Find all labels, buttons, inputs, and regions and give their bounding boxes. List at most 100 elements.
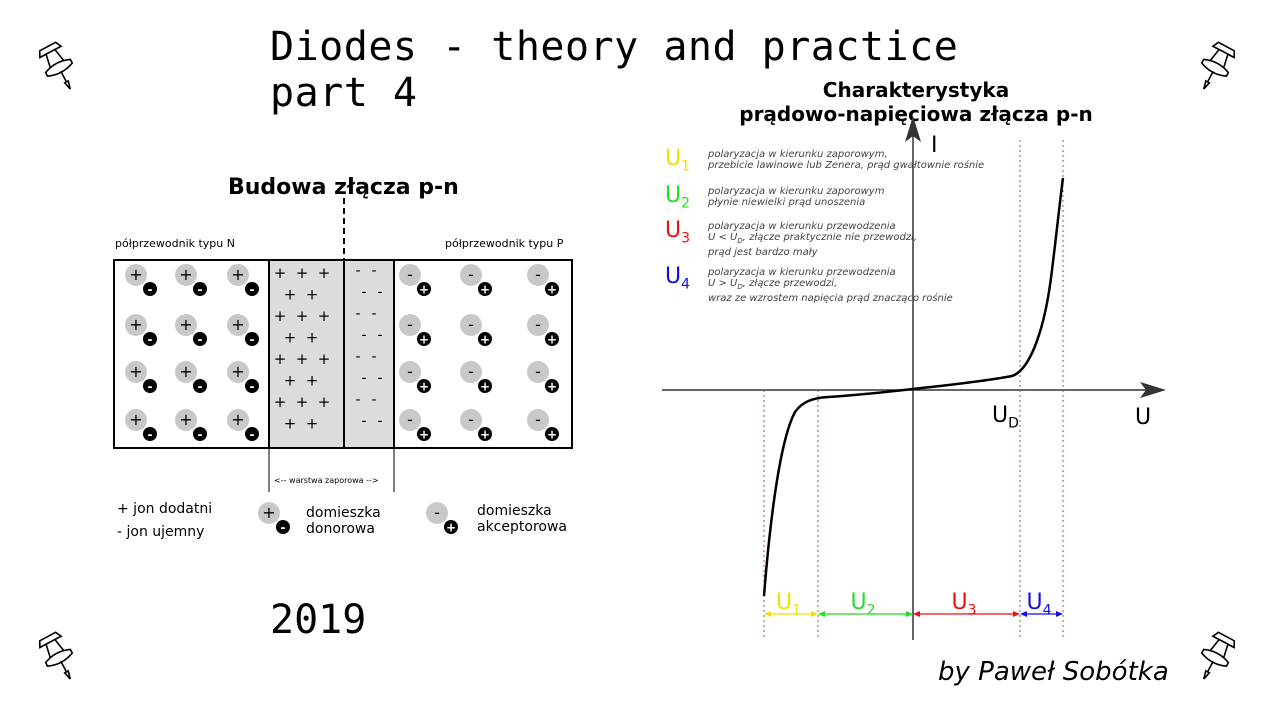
svg-text:-: - [535, 410, 541, 429]
svg-text:+: + [231, 362, 244, 381]
acceptor-ion: -+ [399, 409, 431, 442]
span-arrow-u1 [764, 611, 818, 617]
svg-text:+: + [480, 380, 490, 394]
svg-text:-: - [434, 503, 440, 522]
fixed-positive-charge: + [306, 415, 319, 433]
fixed-negative-charge: - [371, 392, 376, 408]
region-symbol-letter: U [665, 183, 682, 208]
svg-text:+: + [480, 283, 490, 297]
region-symbol-u1: U1 [665, 146, 690, 174]
year-label: 2019 [270, 597, 367, 643]
fixed-positive-charge: + [318, 393, 331, 411]
n-type-label: półprzewodnik typu N [115, 237, 235, 250]
donor-ion: +- [227, 314, 259, 347]
region-symbol-subscript: 4 [681, 276, 691, 293]
svg-text:-: - [250, 283, 255, 297]
region-description-u1: polaryzacja w kierunku zaporowym, przebic… [708, 149, 984, 171]
svg-text:+: + [547, 428, 557, 442]
fixed-positive-charge: + [274, 264, 287, 282]
region-symbol-letter: U [665, 218, 682, 243]
svg-text:-: - [407, 410, 413, 429]
fixed-negative-charge: - [361, 328, 366, 344]
region-symbol-letter: U [665, 146, 682, 171]
fixed-positive-charge: + [306, 286, 319, 304]
region-symbol-u4: U4 [665, 264, 690, 292]
svg-text:+: + [231, 410, 244, 429]
svg-text:+: + [129, 362, 142, 381]
region-description-line: polaryzacja w kierunku przewodzenia [708, 221, 896, 232]
svg-text:-: - [198, 380, 203, 394]
donor-ion: +- [125, 314, 157, 347]
svg-text:-: - [250, 333, 255, 347]
depletion-negative-region [344, 260, 394, 448]
fixed-positive-charge: + [274, 350, 287, 368]
fixed-negative-charge: - [355, 349, 360, 365]
i-axis-label: I [931, 133, 938, 158]
region-description-line: płynie niewielki prąd unoszenia [708, 197, 866, 208]
svg-text:+: + [179, 315, 192, 334]
svg-text:-: - [407, 265, 413, 284]
svg-text:-: - [148, 380, 153, 394]
fixed-positive-charge: + [318, 264, 331, 282]
ud-subscript: D [1008, 415, 1019, 432]
fixed-negative-charge: - [355, 306, 360, 322]
region-guides [763, 140, 1064, 640]
svg-text:-: - [148, 283, 153, 297]
acceptor-ion: -+ [399, 264, 431, 297]
region-description-u2: polaryzacja w kierunku zaporowym płynie n… [708, 186, 884, 208]
p-type-label: półprzewodnik typu P [445, 237, 564, 250]
donor-ion: +- [125, 264, 157, 297]
fixed-positive-charge: + [284, 372, 297, 390]
donor-ion: +- [125, 361, 157, 394]
svg-text:-: - [535, 265, 541, 284]
donor-ion: +- [227, 361, 259, 394]
svg-text:+: + [262, 503, 275, 522]
donor-ion: +- [175, 361, 207, 394]
donor-ion: +- [125, 409, 157, 442]
fixed-negative-charge: - [377, 328, 382, 344]
donor-ion: +- [227, 264, 259, 297]
depletion-positive-region [269, 260, 344, 448]
legend-acceptor-symbol: -+ [426, 502, 458, 535]
svg-text:-: - [198, 333, 203, 347]
region-symbol-subscript: 2 [681, 195, 691, 212]
fixed-negative-charge: - [377, 414, 382, 430]
fixed-positive-charge: + [284, 415, 297, 433]
region-description-line: polaryzacja w kierunku zaporowym [708, 186, 885, 197]
junction-heading: Budowa złącza p-n [228, 175, 459, 200]
u-axis-arrow [1140, 382, 1166, 398]
donor-ion: +- [175, 264, 207, 297]
svg-text:-: - [250, 428, 255, 442]
fixed-positive-charge: + [274, 393, 287, 411]
svg-text:-: - [407, 362, 413, 381]
acceptor-ion: -+ [527, 361, 559, 394]
legend-donor-line1: domieszka [306, 505, 381, 521]
legend-donor-symbol: +- [258, 502, 290, 535]
acceptor-ion: -+ [460, 314, 492, 347]
fixed-negative-charge: - [371, 306, 376, 322]
span-arrow-u3 [913, 611, 1020, 617]
author-credit: by Paweł Sobótka [938, 657, 1169, 687]
fixed-positive-charge: + [306, 329, 319, 347]
svg-text:-: - [250, 380, 255, 394]
fixed-negative-charge: - [361, 285, 366, 301]
svg-text:+: + [446, 521, 456, 535]
fixed-negative-charge: - [361, 371, 366, 387]
page-subtitle: part 4 [270, 70, 418, 116]
svg-text:-: - [198, 428, 203, 442]
svg-text:-: - [281, 521, 286, 535]
ud-symbol: U [992, 403, 1009, 428]
span-arrow-u2 [818, 611, 913, 617]
i-axis-arrow [905, 116, 921, 142]
fixed-positive-charge: + [296, 350, 309, 368]
fixed-positive-charge: + [296, 264, 309, 282]
fixed-positive-charge: + [318, 307, 331, 325]
region-symbol-letter: U [665, 264, 682, 289]
acceptor-ion: -+ [399, 314, 431, 347]
fixed-negative-charge: - [361, 414, 366, 430]
fixed-positive-charge: + [296, 307, 309, 325]
iv-heading-line2: prądowo-napięciowa złącza p-n [739, 102, 1093, 126]
span-label-u4: U4 [1026, 590, 1052, 619]
